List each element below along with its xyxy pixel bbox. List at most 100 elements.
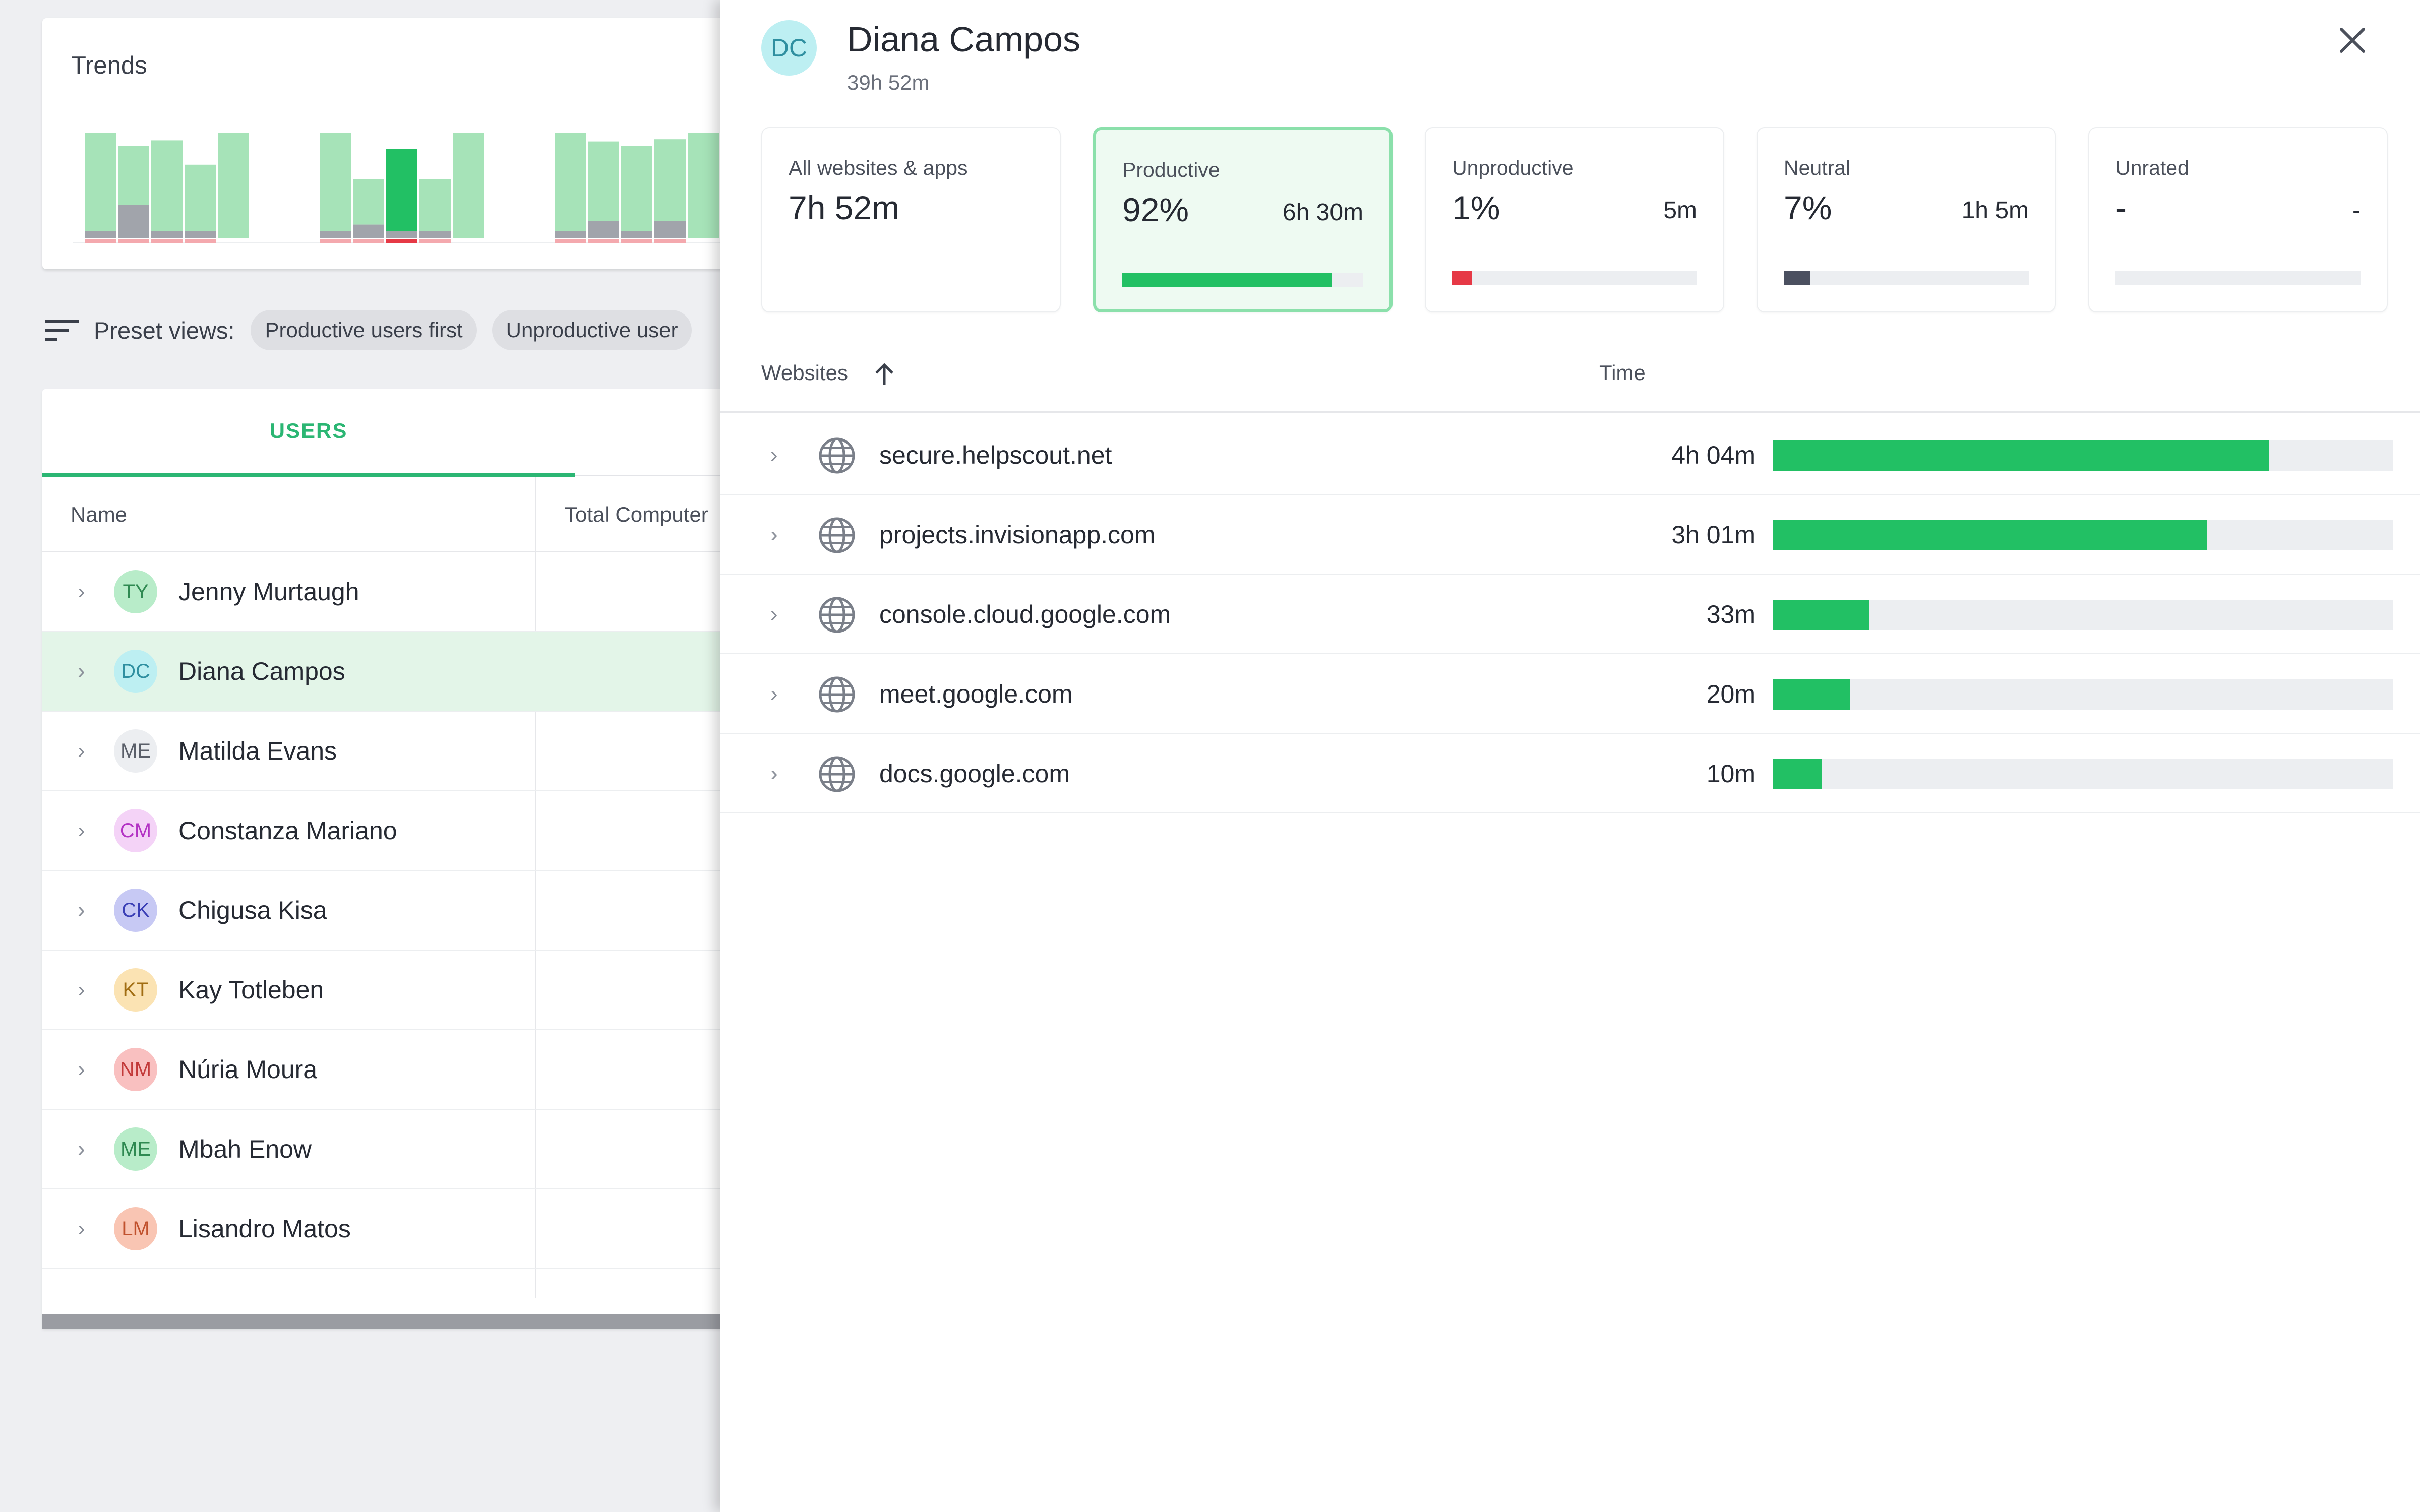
chevron-right-icon[interactable]: › [770, 443, 778, 467]
stat-card-productive[interactable]: Productive 92% 6h 30m [1093, 127, 1393, 312]
table-row[interactable]: › CM Constanza Mariano [42, 791, 738, 871]
chevron-right-icon[interactable]: › [78, 1057, 85, 1082]
website-time-bar [1773, 520, 2393, 550]
trend-bar-neutral [320, 231, 351, 238]
websites-column-header[interactable]: Websites [761, 361, 848, 385]
trend-bar-unproductive [151, 239, 183, 243]
trend-bar-productive [85, 133, 116, 231]
website-time-bar-fill [1773, 679, 1850, 710]
chevron-right-icon[interactable]: › [78, 898, 85, 922]
trend-bar-productive [588, 141, 619, 221]
website-row[interactable]: › docs.google.com 10m [720, 734, 2420, 813]
trend-bar-unproductive [386, 239, 417, 243]
stat-value: 1% [1452, 189, 1500, 226]
user-name[interactable]: Núria Moura [178, 1055, 318, 1084]
close-button[interactable] [2332, 20, 2373, 60]
website-time: 10m [1706, 760, 1756, 788]
stat-card-unproductive[interactable]: Unproductive 1% 5m [1425, 127, 1724, 312]
table-row[interactable]: › KT Kay Totleben [42, 951, 738, 1030]
globe-icon [819, 597, 855, 633]
horizontal-scrollbar[interactable] [42, 1314, 738, 1329]
avatar: ME [114, 1127, 157, 1171]
website-name[interactable]: console.cloud.google.com [879, 600, 1171, 628]
chevron-right-icon[interactable]: › [78, 579, 85, 604]
drawer-user-name: Diana Campos [847, 20, 1080, 59]
stat-card-unrated[interactable]: Unrated - - [2088, 127, 2388, 312]
user-name[interactable]: Matilda Evans [178, 737, 337, 765]
website-row[interactable]: › meet.google.com 20m [720, 654, 2420, 734]
stat-value: 7h 52m [789, 189, 900, 226]
user-name[interactable]: Chigusa Kisa [178, 896, 327, 924]
sort-ascending-icon[interactable] [873, 362, 895, 386]
website-time-bar-fill [1773, 440, 2269, 471]
website-name[interactable]: secure.helpscout.net [879, 441, 1112, 469]
website-time-bar-fill [1773, 759, 1823, 789]
chevron-right-icon[interactable]: › [78, 977, 85, 1002]
trend-bar-unproductive [419, 239, 451, 243]
stat-card-neutral[interactable]: Neutral 7% 1h 5m [1757, 127, 2056, 312]
chevron-right-icon[interactable]: › [770, 761, 778, 786]
avatar: CM [114, 809, 157, 852]
avatar: CK [114, 889, 157, 932]
chevron-right-icon[interactable]: › [78, 1137, 85, 1161]
stat-time: 1h 5m [1961, 197, 2029, 224]
preset-views-label: Preset views: [94, 317, 235, 344]
column-divider [535, 477, 536, 1298]
table-row[interactable]: › CK Chigusa Kisa [42, 871, 738, 951]
trend-bar-neutral [151, 231, 183, 238]
table-row[interactable]: › ME Mbah Enow [42, 1110, 738, 1189]
user-name[interactable]: Jenny Murtaugh [178, 578, 359, 606]
trends-title: Trends [71, 52, 147, 79]
table-row[interactable]: › ME Matilda Evans [42, 712, 738, 791]
website-name[interactable]: meet.google.com [879, 680, 1073, 708]
stat-time: 6h 30m [1282, 199, 1363, 226]
user-name[interactable]: Constanza Mariano [178, 816, 397, 845]
preset-chip-unproductive-first[interactable]: Unproductive user [492, 310, 692, 350]
trend-bar-unproductive [621, 239, 652, 243]
trend-bar-unproductive [118, 239, 149, 243]
table-row[interactable]: › LM Lisandro Matos [42, 1189, 738, 1269]
table-row[interactable]: › DC Diana Campos [42, 632, 738, 712]
user-detail-drawer: DC Diana Campos 39h 52m All websites & a… [720, 0, 2420, 1512]
tab-users[interactable]: USERS [42, 389, 575, 477]
trend-bar-neutral [85, 231, 116, 238]
chevron-right-icon[interactable]: › [78, 659, 85, 683]
trend-bar-productive [218, 133, 249, 238]
website-row[interactable]: › projects.invisionapp.com 3h 01m [720, 495, 2420, 575]
globe-icon [819, 437, 855, 474]
globe-icon [819, 676, 855, 713]
website-time: 4h 04m [1671, 441, 1756, 469]
trend-bar-productive [118, 146, 149, 205]
website-time-bar-fill [1773, 520, 2207, 550]
users-table-card: USERS Name Total Computer › TY Jenny Murta… [42, 389, 738, 1329]
preset-views-row: Preset views: Productive users first Unp… [45, 308, 741, 352]
table-row[interactable]: › NM Núria Moura [42, 1030, 738, 1110]
filter-list-icon[interactable] [45, 318, 79, 343]
trend-bar-neutral [118, 205, 149, 238]
stat-label: Productive [1122, 158, 1220, 181]
table-row[interactable]: › TY Jenny Murtaugh [42, 552, 738, 632]
chevron-right-icon[interactable]: › [78, 1216, 85, 1241]
website-row[interactable]: › console.cloud.google.com 33m [720, 575, 2420, 654]
website-row[interactable]: › secure.helpscout.net 4h 04m [720, 415, 2420, 495]
column-name-header[interactable]: Name [71, 502, 128, 526]
user-name[interactable]: Lisandro Matos [178, 1215, 351, 1243]
user-name[interactable]: Mbah Enow [178, 1135, 312, 1163]
chevron-right-icon[interactable]: › [770, 522, 778, 547]
website-name[interactable]: projects.invisionapp.com [879, 521, 1156, 549]
user-name[interactable]: Diana Campos [178, 657, 345, 685]
column-total-header[interactable]: Total Computer [565, 502, 708, 526]
chevron-right-icon[interactable]: › [770, 602, 778, 626]
stat-card-all-websites-apps[interactable]: All websites & apps 7h 52m [761, 127, 1061, 312]
chevron-right-icon[interactable]: › [770, 681, 778, 706]
close-icon [2340, 28, 2365, 53]
user-name[interactable]: Kay Totleben [178, 976, 324, 1004]
time-column-header[interactable]: Time [1599, 361, 1646, 385]
globe-icon [819, 517, 855, 553]
globe-icon [819, 756, 855, 792]
chevron-right-icon[interactable]: › [78, 738, 85, 763]
preset-chip-productive-first[interactable]: Productive users first [251, 310, 477, 350]
website-time-bar [1773, 440, 2393, 471]
website-name[interactable]: docs.google.com [879, 760, 1070, 788]
chevron-right-icon[interactable]: › [78, 818, 85, 843]
